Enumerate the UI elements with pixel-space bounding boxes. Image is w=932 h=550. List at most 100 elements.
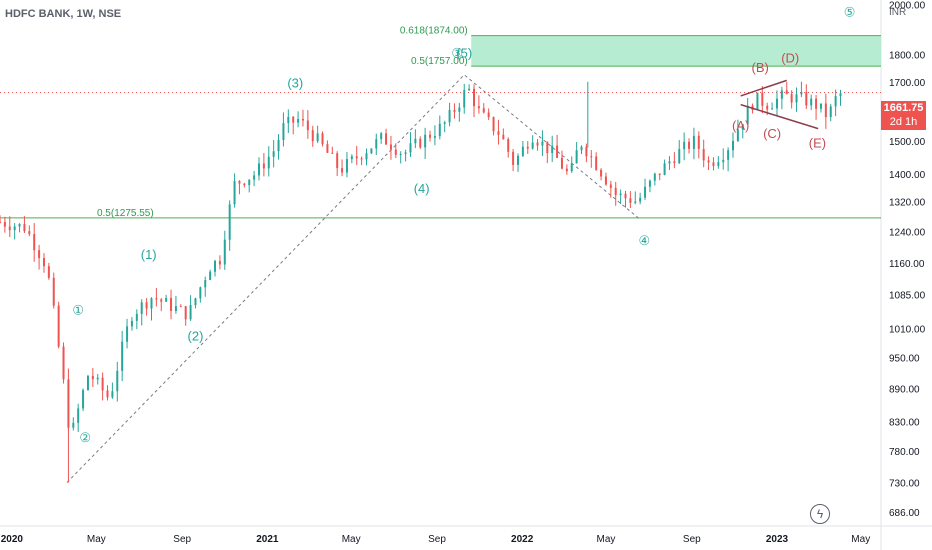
candle-body bbox=[414, 138, 417, 144]
candle-body bbox=[570, 163, 573, 172]
candle-body bbox=[673, 161, 676, 164]
candle-body bbox=[521, 146, 524, 156]
candle-body bbox=[409, 143, 412, 153]
candle-body bbox=[619, 193, 622, 196]
candle-body bbox=[404, 152, 407, 154]
candle-body bbox=[277, 139, 280, 152]
candle-body bbox=[585, 146, 588, 157]
candle-body bbox=[595, 156, 598, 170]
candle-body bbox=[736, 129, 739, 141]
candle-body bbox=[23, 224, 26, 232]
candle-body bbox=[150, 298, 153, 309]
candle-body bbox=[179, 306, 182, 308]
candle-body bbox=[443, 122, 446, 124]
candle-body bbox=[477, 106, 480, 109]
candle-body bbox=[385, 133, 388, 145]
candle-body bbox=[126, 326, 129, 342]
wave-label: (2) bbox=[188, 328, 204, 343]
y-tick-label: 2000.00 bbox=[889, 1, 926, 12]
candle-body bbox=[116, 370, 119, 392]
y-tick-label: 830.00 bbox=[889, 418, 920, 429]
wave-label: (4) bbox=[414, 181, 430, 196]
wave-label: (5) bbox=[456, 45, 472, 60]
candle-body bbox=[780, 90, 783, 99]
wave-label: (1) bbox=[141, 247, 157, 262]
candle-body bbox=[165, 298, 168, 302]
candle-body bbox=[692, 135, 695, 149]
candle-body bbox=[111, 391, 114, 398]
candle-body bbox=[0, 221, 1, 223]
candle-body bbox=[96, 377, 99, 380]
candle-body bbox=[370, 148, 373, 154]
candle-body bbox=[575, 150, 578, 164]
candle-body bbox=[790, 94, 793, 103]
candle-body bbox=[228, 204, 231, 240]
candle-body bbox=[834, 96, 837, 107]
y-tick-label: 1320.00 bbox=[889, 198, 926, 209]
candle-body bbox=[301, 118, 304, 121]
candle-body bbox=[604, 176, 607, 185]
y-tick-label: 890.00 bbox=[889, 385, 920, 396]
candle-body bbox=[365, 153, 368, 160]
candle-body bbox=[297, 118, 300, 123]
triangle-boundary-line bbox=[740, 79, 787, 97]
candle-body bbox=[590, 156, 593, 158]
candle-body bbox=[214, 260, 217, 272]
candle-body bbox=[424, 134, 427, 148]
candle-body bbox=[556, 145, 559, 158]
candle-body bbox=[609, 184, 612, 188]
candle-body bbox=[502, 134, 505, 140]
fib-level-label: 0.5(1757.00) bbox=[411, 56, 468, 67]
candle-body bbox=[448, 109, 451, 123]
y-tick-label: 1400.00 bbox=[889, 170, 926, 181]
candle-body bbox=[47, 266, 50, 278]
candle-body bbox=[683, 141, 686, 150]
candle-body bbox=[306, 120, 309, 131]
candle-body bbox=[204, 280, 207, 288]
candle-body bbox=[194, 298, 197, 306]
candle-body bbox=[42, 258, 45, 267]
wave-dashed-line bbox=[66, 74, 642, 483]
candle-body bbox=[829, 106, 832, 118]
candle-body bbox=[815, 98, 818, 109]
candle-body bbox=[282, 123, 285, 140]
x-tick-label: Sep bbox=[683, 534, 701, 545]
candle-body bbox=[516, 155, 519, 165]
candle-body bbox=[375, 139, 378, 149]
symbol-title: HDFC BANK, 1W, NSE bbox=[5, 8, 122, 20]
wave-label: ② bbox=[79, 430, 91, 445]
flash-icon[interactable]: ϟ bbox=[810, 504, 830, 524]
candle-body bbox=[272, 151, 275, 157]
wave-label: ③ bbox=[451, 45, 463, 60]
candle-body bbox=[82, 390, 85, 409]
x-tick-label: 2020 bbox=[1, 534, 24, 545]
wave-label: (3) bbox=[287, 75, 303, 90]
y-tick-label: 1085.00 bbox=[889, 291, 926, 302]
candle-body bbox=[839, 93, 842, 97]
candle-body bbox=[644, 186, 647, 198]
wave-label: ⑤ bbox=[844, 5, 856, 20]
candle-body bbox=[233, 180, 236, 205]
candle-body bbox=[218, 260, 221, 265]
last-price-badge: 1661.75 2d 1h bbox=[881, 101, 926, 130]
candle-body bbox=[653, 173, 656, 181]
x-tick-label: May bbox=[851, 534, 870, 545]
triangle-boundary-line bbox=[740, 103, 819, 130]
candle-body bbox=[311, 130, 314, 142]
candle-body bbox=[824, 103, 827, 118]
candle-body bbox=[668, 161, 671, 164]
candle-body bbox=[492, 117, 495, 132]
candle-body bbox=[130, 320, 133, 327]
candle-body bbox=[717, 162, 720, 166]
candle-body bbox=[771, 108, 774, 110]
candle-body bbox=[746, 105, 749, 125]
last-price: 1661.75 bbox=[883, 102, 924, 114]
candle-body bbox=[810, 98, 813, 106]
candle-body bbox=[531, 142, 534, 149]
candle-body bbox=[3, 222, 6, 227]
candle-body bbox=[287, 116, 290, 124]
candle-body bbox=[72, 422, 75, 428]
candle-body bbox=[688, 141, 691, 149]
